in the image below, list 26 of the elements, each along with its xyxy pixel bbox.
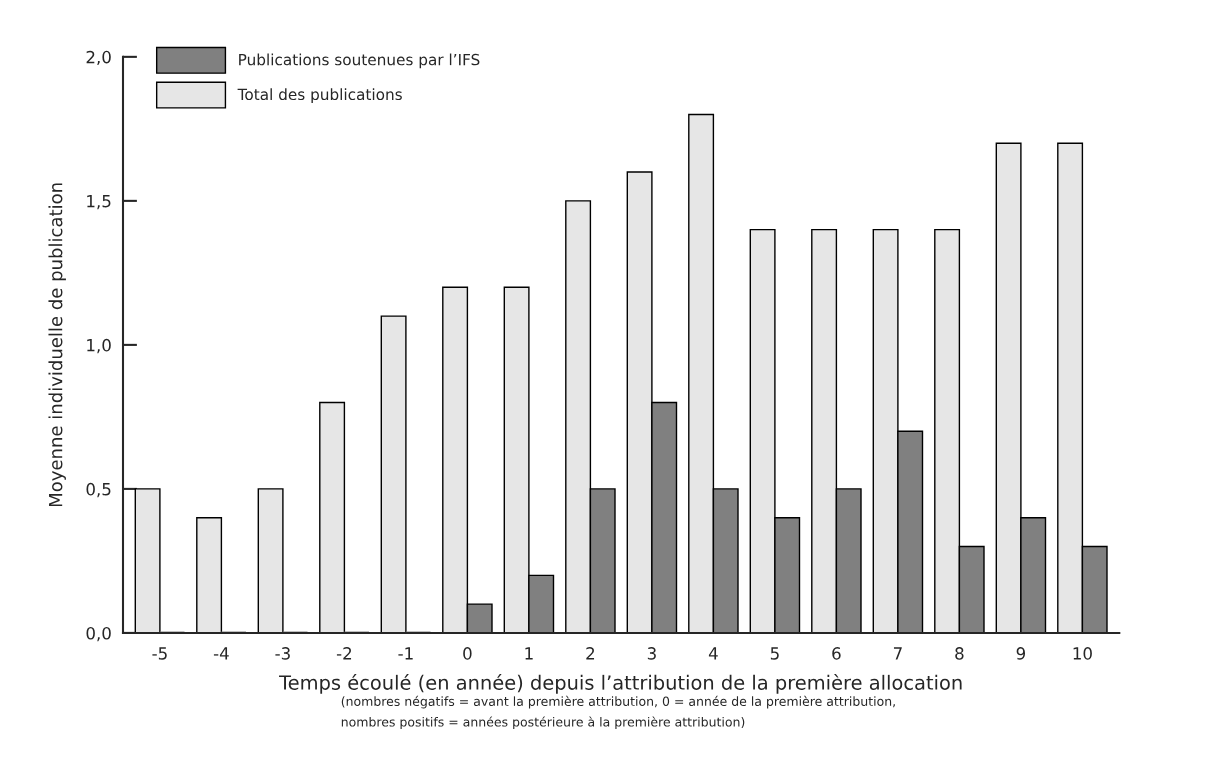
x-tick-label: 7 [893, 647, 902, 660]
legend-label: Total des publications [237, 88, 402, 104]
x-tick-label: 5 [770, 647, 779, 660]
x-tick-label: -5 [152, 647, 167, 660]
y-tick-label: 1,5 [87, 195, 111, 210]
x-tick-label: 0 [463, 647, 472, 660]
y-tick-label: 0,5 [86, 482, 111, 498]
x-tick-label: 9 [1016, 647, 1026, 660]
text: (nombres négatifs = avant la première attribution, 0 = année de la première attribution, nombres positifs = années postérieure à la première attribution) [341, 695, 895, 730]
x-axis-title: Temps écoulé (en année) depuis l’attribution de la première allocation [279, 674, 962, 694]
x-tick-label: -4 [213, 647, 229, 660]
x-tick-label: 1 [525, 647, 533, 660]
x-tick-label: -3 [275, 647, 290, 660]
x-tick-label: 8 [955, 647, 964, 660]
x-tick-label: 2 [586, 647, 595, 660]
x-tick-label: 6 [832, 647, 841, 660]
y-tick-label: 1,0 [87, 338, 111, 354]
y-tick-label: 2,0 [86, 50, 111, 66]
x-tick-label: -1 [398, 647, 413, 660]
x-tick-label: 10 [1073, 647, 1092, 660]
y-axis-title: Moyenne individuelle de publication [48, 183, 66, 507]
x-tick-label: 3 [647, 647, 656, 660]
x-tick-label: -2 [336, 647, 352, 660]
y-tick-label: 0,0 [86, 626, 111, 642]
x-tick-label: 4 [708, 647, 718, 660]
legend-label: Publications soutenues par l’IFS [239, 53, 480, 69]
